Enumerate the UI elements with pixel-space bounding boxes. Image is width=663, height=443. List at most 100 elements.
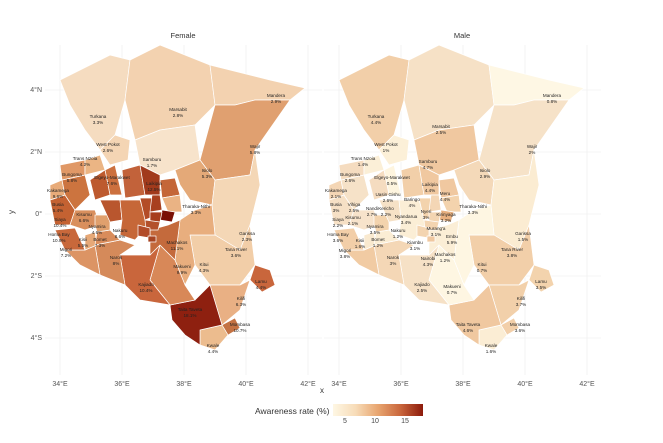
svg-text:2.2%: 2.2%	[333, 223, 343, 228]
female-panel-title: Female	[170, 31, 195, 40]
svg-text:2.5%: 2.5%	[417, 288, 427, 293]
male-region-taita-taveta	[448, 284, 502, 346]
svg-text:Homa Bay: Homa Bay	[327, 232, 349, 237]
y-tick-label: 2°N	[30, 148, 42, 156]
x-tick-label: 40°E	[517, 380, 533, 388]
svg-text:3.1%: 3.1%	[410, 246, 420, 251]
svg-text:4.4%: 4.4%	[425, 188, 435, 193]
svg-text:7.2%: 7.2%	[61, 253, 71, 258]
svg-text:8%: 8%	[113, 261, 120, 266]
svg-text:2%: 2%	[529, 150, 536, 155]
svg-text:1.2%: 1.2%	[373, 243, 383, 248]
svg-text:Mandera: Mandera	[267, 93, 286, 98]
svg-text:9.6%: 9.6%	[53, 194, 63, 199]
svg-text:2.1%: 2.1%	[348, 221, 358, 226]
svg-text:7.6%: 7.6%	[107, 181, 117, 186]
svg-text:2.6%: 2.6%	[383, 198, 393, 203]
svg-text:0.7%: 0.7%	[447, 290, 457, 295]
svg-text:Narok: Narok	[110, 255, 123, 260]
svg-text:Bungoma: Bungoma	[62, 172, 82, 177]
svg-text:5.3%: 5.3%	[202, 174, 212, 179]
legend-tick-label: 15	[401, 418, 409, 425]
svg-text:Tharaka-Nithi: Tharaka-Nithi	[459, 204, 487, 209]
svg-text:2.5%: 2.5%	[349, 208, 359, 213]
female-region-west-pokot	[99, 134, 131, 166]
svg-text:Kisumu: Kisumu	[76, 212, 92, 217]
svg-text:Tana River: Tana River	[225, 247, 247, 252]
svg-text:11.1%: 11.1%	[171, 246, 184, 251]
svg-text:3.3%: 3.3%	[191, 210, 201, 215]
svg-text:2.2%: 2.2%	[381, 212, 391, 217]
svg-text:Taita Taveta: Taita Taveta	[456, 322, 481, 327]
svg-text:4.6%: 4.6%	[463, 328, 473, 333]
svg-text:Kwale: Kwale	[207, 343, 220, 348]
svg-text:Lamu: Lamu	[255, 279, 267, 284]
female-x-tick-labels: 34°E 36°E 38°E 40°E 42°E	[52, 380, 316, 388]
male-region-west-pokot	[378, 134, 410, 166]
svg-text:Kiambu: Kiambu	[407, 240, 423, 245]
svg-text:Mandera: Mandera	[543, 93, 562, 98]
male-region-uasin-gishu	[368, 169, 390, 201]
svg-text:2.7%: 2.7%	[367, 212, 377, 217]
svg-text:Kwale: Kwale	[485, 343, 498, 348]
svg-text:1.7%: 1.7%	[147, 163, 157, 168]
male-x-tick-labels: 34°E 36°E 38°E 40°E 42°E	[331, 380, 595, 388]
svg-text:Machakos: Machakos	[167, 240, 189, 245]
female-region-nairobi	[147, 235, 157, 243]
svg-text:Kitui: Kitui	[200, 262, 209, 267]
svg-text:6.3%: 6.3%	[236, 302, 246, 307]
svg-text:4.2%: 4.2%	[80, 162, 90, 167]
female-region-tharaka	[161, 194, 183, 213]
svg-text:Siaya: Siaya	[54, 217, 66, 222]
svg-text:Kilifi: Kilifi	[517, 296, 525, 301]
svg-text:3.2%: 3.2%	[441, 218, 451, 223]
svg-text:Lamu: Lamu	[535, 279, 547, 284]
svg-text:Siaya: Siaya	[332, 217, 344, 222]
svg-text:Makueni: Makueni	[443, 284, 460, 289]
svg-text:Garissa: Garissa	[515, 231, 531, 236]
svg-text:Nairobi: Nairobi	[421, 256, 436, 261]
svg-text:4%: 4%	[409, 203, 416, 208]
svg-text:Uasin Gishu: Uasin Gishu	[375, 192, 400, 197]
svg-text:18.1%: 18.1%	[183, 313, 196, 318]
svg-text:Baringo: Baringo	[404, 197, 420, 202]
svg-text:12.5%: 12.5%	[147, 187, 160, 192]
female-region-uasin-gishu	[89, 169, 111, 201]
svg-text:Mombasa: Mombasa	[510, 322, 531, 327]
svg-text:3.6%: 3.6%	[333, 238, 343, 243]
svg-text:Isiolo: Isiolo	[202, 168, 213, 173]
x-tick-label: 42°E	[300, 380, 316, 388]
svg-text:Busia: Busia	[52, 202, 64, 207]
svg-text:6.6%: 6.6%	[79, 218, 89, 223]
